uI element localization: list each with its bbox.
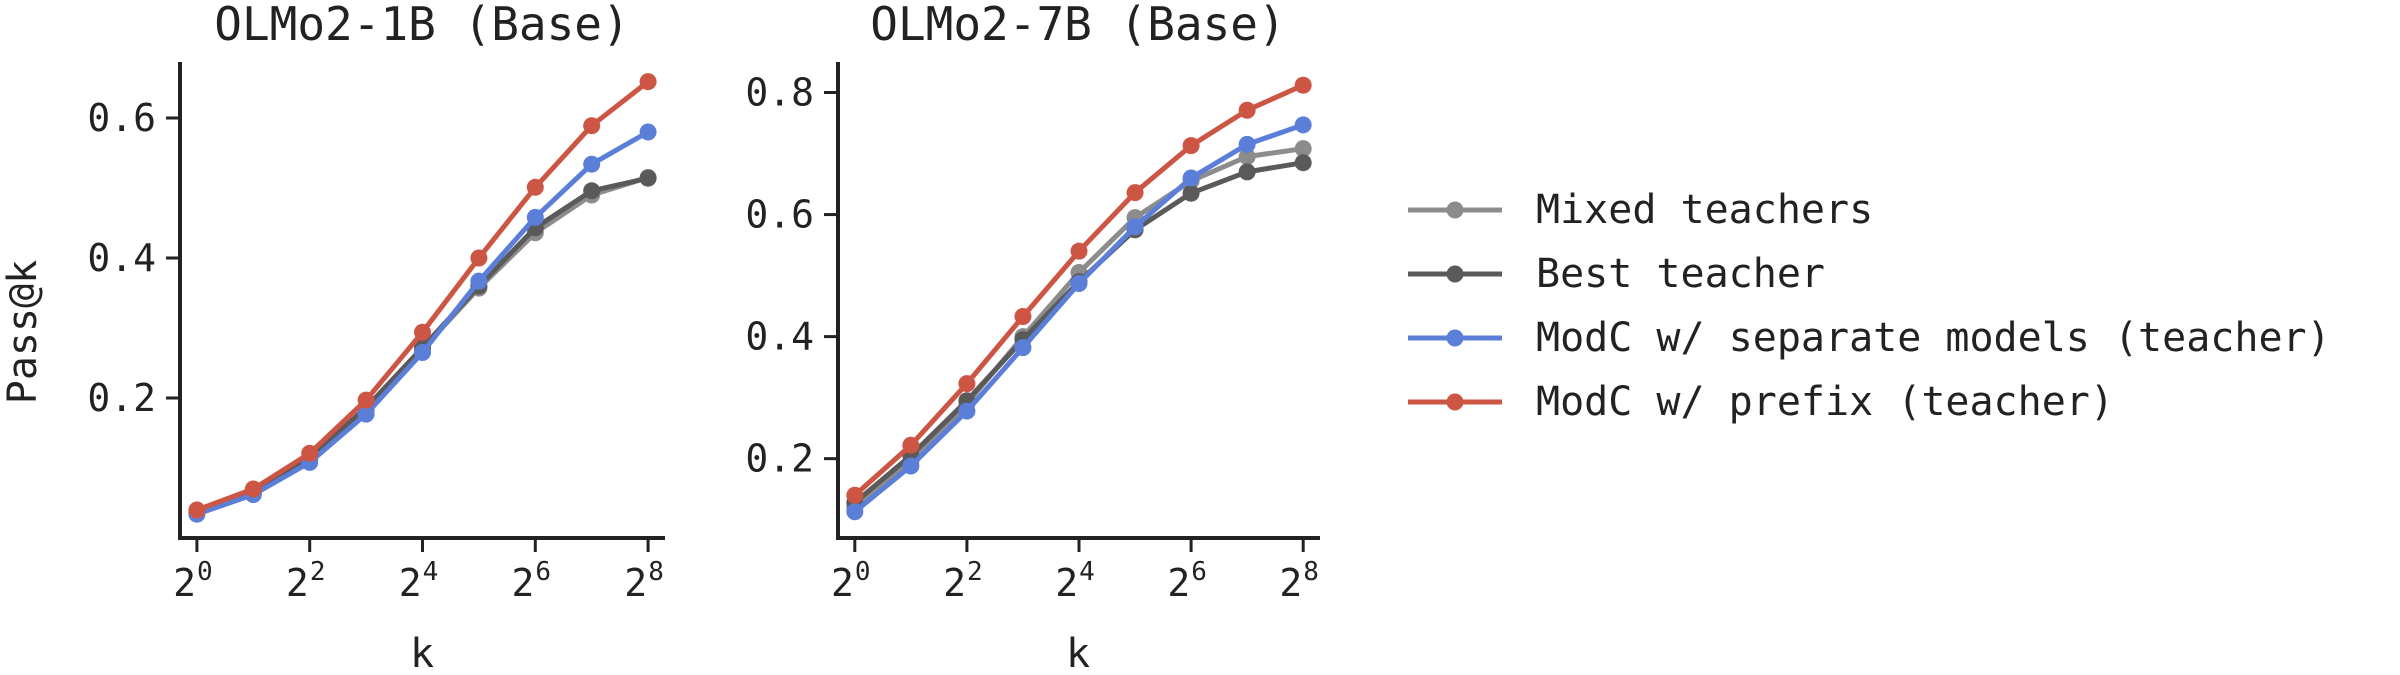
legend-swatch-marker (1446, 329, 1464, 347)
data-point-prefix (188, 501, 206, 519)
y-axis-label: Pass@k (0, 260, 46, 405)
data-point-separate (1238, 135, 1256, 153)
series-line-prefix (196, 79, 650, 513)
chart-panel-olmo2-7b: OLMo2-7B (Base) k 0.20.40.60.820 22 24 26 28 (745, 0, 1320, 675)
series-prefix (188, 73, 657, 519)
data-point-prefix (1126, 184, 1144, 202)
x-tick-exponent: 4 (423, 557, 439, 587)
data-point-mixed (1238, 148, 1256, 166)
x-tick-exponent: 0 (197, 557, 213, 587)
data-point-separate (902, 457, 920, 475)
data-point-separate (1126, 218, 1144, 236)
x-tick-exponent: 8 (648, 557, 664, 587)
data-point-best (1182, 184, 1200, 202)
legend: Mixed teachers Best teacher ModC w/ separa… (1408, 187, 2331, 425)
x-tick-exponent: 0 (855, 557, 871, 587)
series-line-separate (853, 122, 1305, 514)
data-point-prefix (1294, 76, 1312, 94)
x-tick-label: 26 (512, 557, 552, 605)
x-axis-label: k (1066, 631, 1090, 675)
data-point-prefix (902, 436, 920, 454)
chart-title: OLMo2-7B (Base) (870, 0, 1285, 51)
y-tick-label: 0.6 (87, 96, 156, 140)
x-tick-label: 20 (173, 557, 213, 605)
legend-label: ModC w/ separate models (teacher) (1536, 315, 2331, 361)
data-point-separate (1294, 116, 1312, 134)
y-tick-label: 0.4 (745, 315, 814, 359)
data-point-best (1238, 163, 1256, 181)
data-point-prefix (639, 73, 657, 91)
data-point-prefix (1182, 137, 1200, 155)
y-tick-label: 0.2 (87, 376, 156, 420)
data-point-prefix (846, 486, 864, 504)
data-point-prefix (357, 391, 375, 409)
legend-item-mixed: Mixed teachers (1408, 187, 1873, 233)
legend-label: Mixed teachers (1536, 187, 1873, 233)
x-tick-label: 26 (1167, 557, 1207, 605)
data-point-best (583, 182, 601, 200)
data-point-separate (470, 272, 488, 290)
data-point-prefix (470, 249, 488, 267)
data-point-separate (958, 402, 976, 420)
data-point-prefix (414, 323, 431, 341)
legend-item-best: Best teacher (1408, 251, 1825, 297)
data-point-prefix (1238, 101, 1256, 119)
x-tick-exponent: 6 (1191, 557, 1207, 587)
data-point-best (1294, 154, 1312, 172)
data-point-prefix (583, 117, 601, 135)
data-point-prefix (1070, 242, 1088, 260)
legend-item-prefix: ModC w/ prefix (teacher) (1408, 379, 2114, 425)
y-tick-label: 0.6 (745, 193, 814, 237)
legend-label: ModC w/ prefix (teacher) (1536, 379, 2114, 425)
y-tick-label: 0.4 (87, 236, 156, 280)
series-prefix (846, 76, 1312, 504)
data-point-best (639, 169, 657, 187)
data-point-separate (526, 208, 544, 226)
x-tick-exponent: 8 (1303, 557, 1319, 587)
x-tick-exponent: 2 (310, 557, 326, 587)
series-separate (188, 123, 657, 523)
data-point-prefix (244, 480, 262, 498)
legend-item-separate: ModC w/ separate models (teacher) (1408, 315, 2331, 361)
chart-panel-olmo2-1b: OLMo2-1B (Base) Pass@k k 0.20.40.620 22 24… (0, 0, 665, 675)
legend-swatch-marker (1446, 265, 1464, 283)
x-tick-label: 28 (1279, 557, 1319, 605)
x-axis-label: k (410, 631, 434, 675)
series-line-separate (196, 129, 650, 517)
x-tick-exponent: 6 (535, 557, 551, 587)
legend-swatch-marker (1446, 201, 1464, 219)
data-point-prefix (301, 444, 319, 462)
data-point-separate (414, 344, 431, 361)
series-separate (846, 116, 1312, 521)
data-point-mixed (1294, 140, 1312, 158)
legend-swatch-marker (1446, 393, 1464, 411)
data-point-separate (1070, 275, 1088, 293)
x-tick-label: 28 (624, 557, 664, 605)
data-point-separate (1014, 339, 1032, 357)
data-point-separate (846, 503, 864, 521)
x-tick-label: 22 (286, 557, 326, 605)
x-tick-label: 20 (831, 557, 871, 605)
x-tick-label: 24 (399, 557, 439, 605)
data-point-prefix (1014, 307, 1032, 325)
data-point-separate (357, 405, 375, 423)
x-tick-exponent: 2 (967, 557, 983, 587)
chart-title: OLMo2-1B (Base) (214, 0, 629, 51)
legend-label: Best teacher (1536, 251, 1825, 297)
data-point-prefix (526, 178, 544, 196)
data-point-separate (583, 155, 601, 173)
x-tick-exponent: 4 (1079, 557, 1095, 587)
x-tick-label: 22 (943, 557, 983, 605)
y-tick-label: 0.2 (745, 437, 814, 481)
x-tick-label: 24 (1055, 557, 1095, 605)
y-tick-label: 0.8 (745, 71, 814, 115)
data-point-separate (639, 123, 657, 141)
data-point-prefix (958, 375, 976, 393)
data-point-separate (1182, 169, 1200, 187)
